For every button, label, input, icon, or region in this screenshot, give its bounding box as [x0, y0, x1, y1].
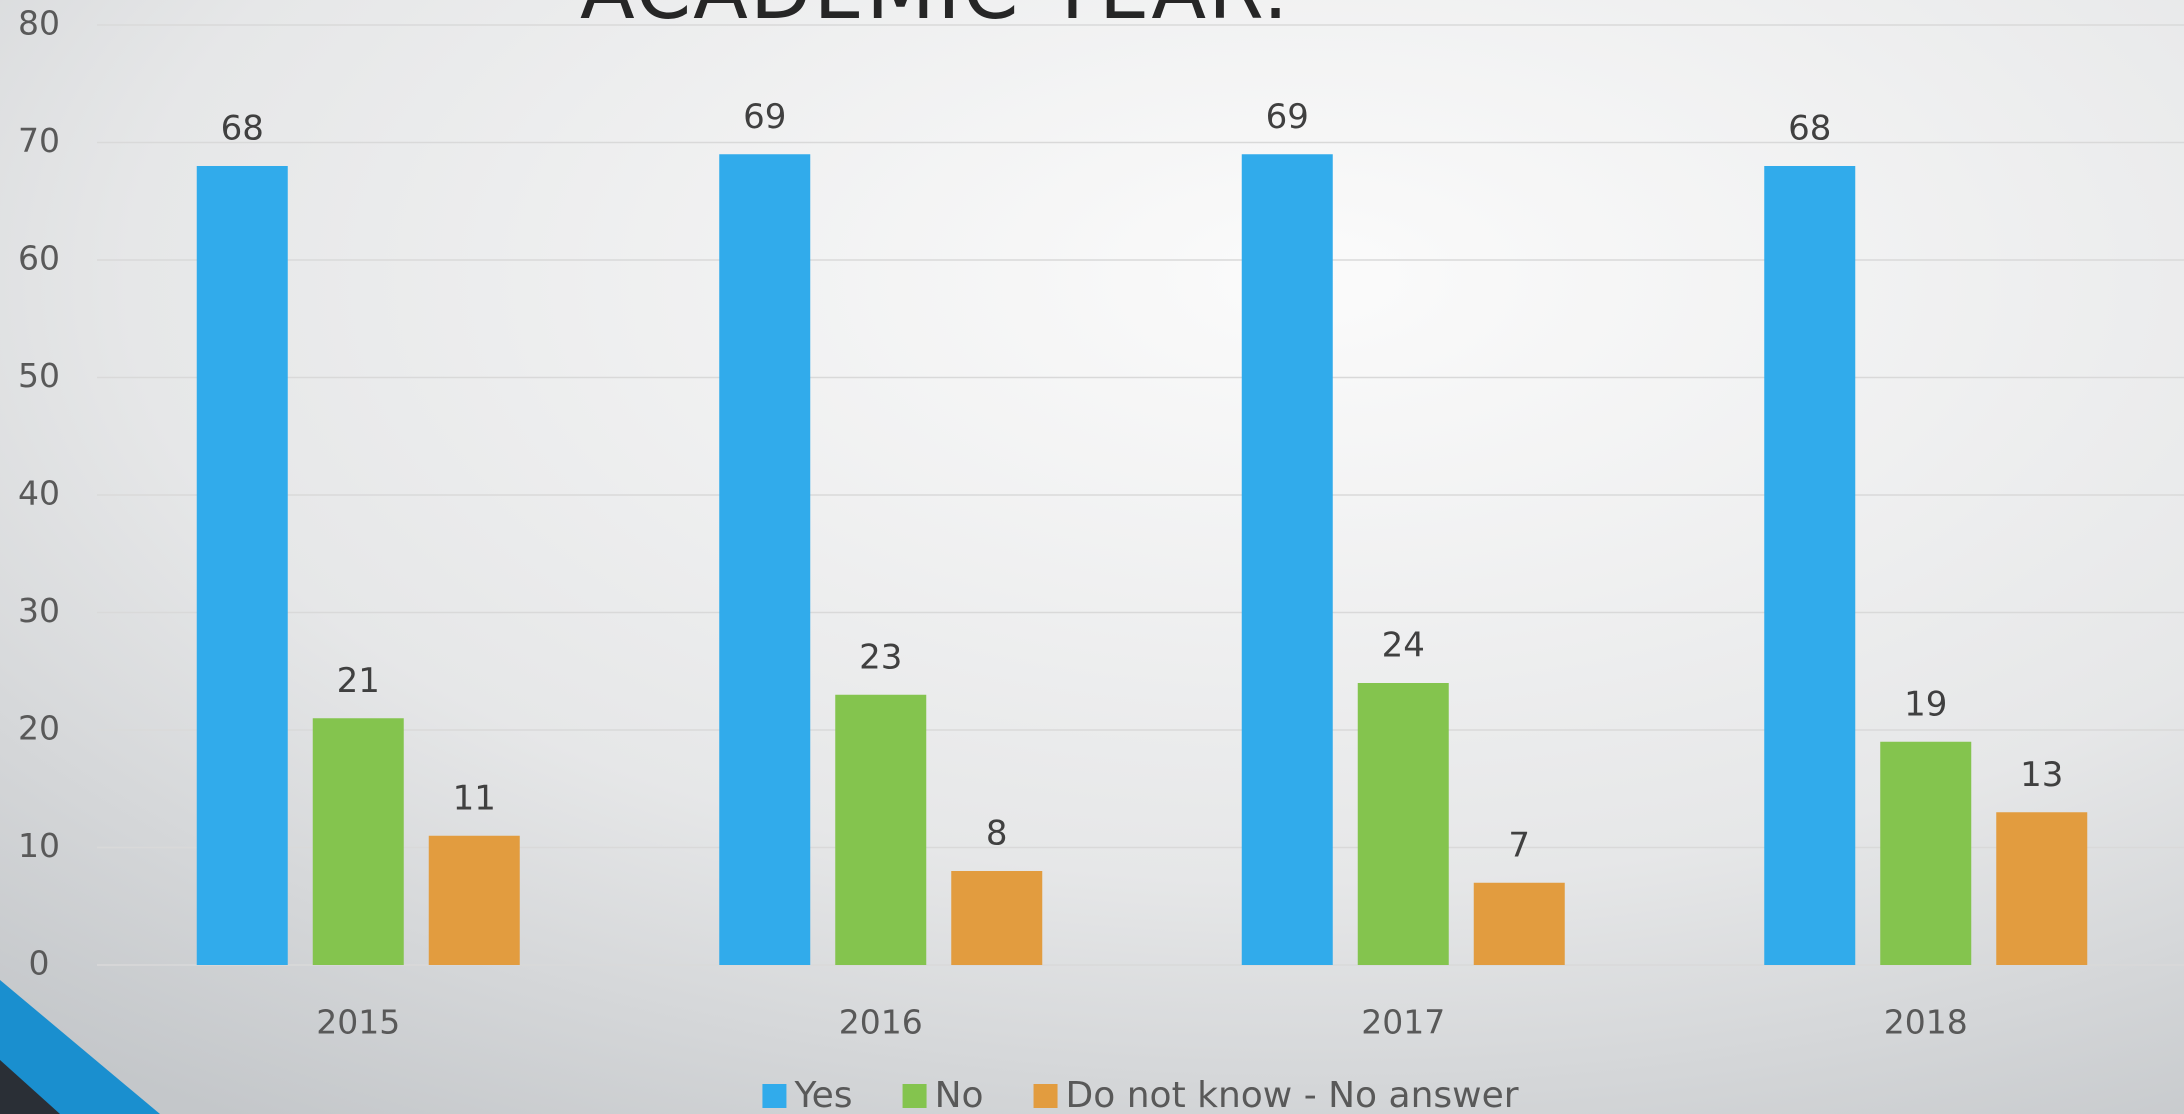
legend-swatch — [1033, 1084, 1058, 1108]
bar — [835, 694, 927, 965]
y-tick-label: 40 — [18, 474, 60, 513]
bar — [196, 166, 288, 965]
bar — [1764, 166, 1856, 965]
bar — [719, 154, 811, 965]
y-tick-label: 10 — [18, 826, 60, 865]
y-tick-label: 50 — [18, 356, 60, 395]
bar — [951, 871, 1043, 965]
y-tick-label: 80 — [18, 4, 60, 43]
data-label: 24 — [1382, 626, 1425, 666]
data-label: 8 — [986, 814, 1008, 854]
bar — [1880, 741, 1972, 965]
decoration — [0, 1060, 60, 1114]
data-label: 11 — [453, 778, 496, 818]
chart-title: ACADEMIC YEAR. — [580, 0, 1290, 37]
y-tick-label: 60 — [18, 239, 60, 278]
y-tick-label: 0 — [29, 944, 50, 983]
decoration — [0, 980, 160, 1114]
legend-swatch — [902, 1084, 927, 1108]
data-label: 19 — [1904, 684, 1947, 724]
x-tick-label: 2018 — [1884, 1003, 1968, 1042]
y-tick-label: 30 — [18, 591, 60, 630]
bar — [1473, 882, 1565, 965]
y-tick-label: 70 — [18, 121, 60, 160]
data-label: 68 — [221, 109, 264, 149]
data-label: 23 — [859, 637, 902, 677]
x-tick-label: 2015 — [316, 1003, 400, 1042]
legend-label: No — [935, 1075, 984, 1114]
data-label: 68 — [1788, 109, 1831, 149]
data-label: 21 — [337, 661, 380, 701]
x-tick-label: 2017 — [1361, 1003, 1445, 1042]
data-label: 7 — [1508, 825, 1530, 865]
data-label: 69 — [1266, 97, 1309, 137]
data-label: 13 — [2020, 755, 2063, 795]
x-tick-label: 2016 — [839, 1003, 923, 1042]
legend-swatch — [762, 1084, 787, 1108]
y-tick-label: 20 — [18, 709, 60, 748]
bar — [428, 835, 520, 965]
bar — [312, 718, 404, 965]
legend-label: Do not know - No answer — [1066, 1075, 1519, 1114]
bar — [1357, 683, 1449, 965]
data-label: 69 — [743, 97, 786, 137]
bar — [1241, 154, 1333, 965]
bar — [1996, 812, 2088, 965]
legend-label: Yes — [793, 1075, 852, 1114]
